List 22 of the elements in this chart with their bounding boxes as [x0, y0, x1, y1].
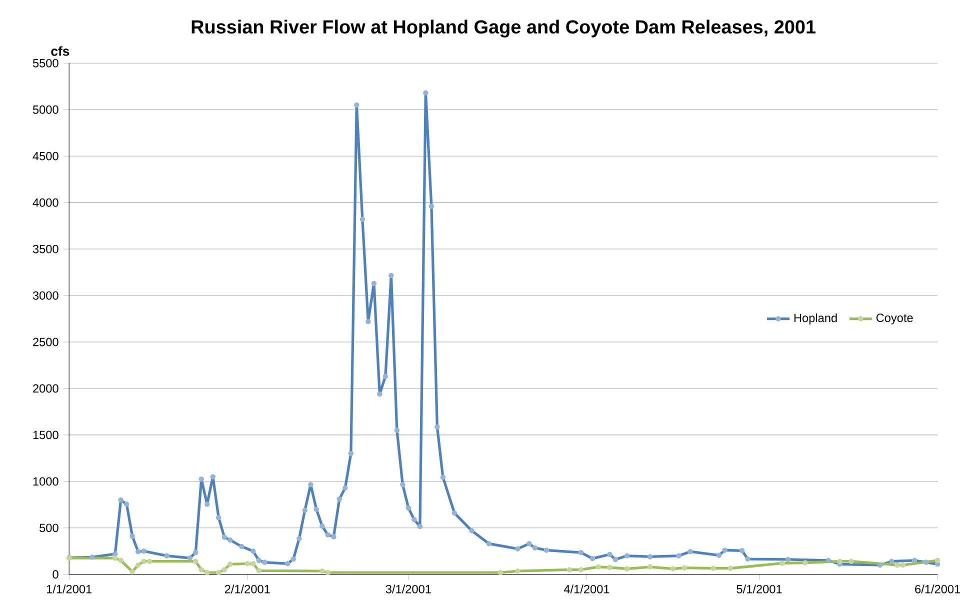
- y-tick-label: 4000: [32, 198, 58, 207]
- x-tick-label: 2/1/2001: [224, 584, 270, 594]
- y-tick-label: 4500: [32, 152, 58, 160]
- y-tick-label: 5500: [32, 58, 58, 68]
- x-tick-label: 5/1/2001: [736, 584, 782, 594]
- legend-label: Hopland: [794, 314, 837, 325]
- x-tick-label: 6/1/2001: [915, 584, 960, 594]
- y-tick-label: 0: [52, 570, 58, 579]
- y-tick-label: 2500: [33, 338, 58, 346]
- x-tick-label: 4/1/2001: [564, 584, 610, 594]
- y-tick-label: 5000: [32, 105, 58, 114]
- x-tick-label: 3/1/2001: [386, 584, 431, 594]
- y-tick-label: 1500: [33, 430, 58, 440]
- y-tick-label: 3500: [32, 244, 58, 254]
- chart-title: Russian River Flow at Hopland Gage and Coyote Dam Releases, 2001: [192, 20, 816, 38]
- legend-label: Coyote: [876, 314, 913, 324]
- y-tick-label: 1000: [33, 477, 58, 486]
- y-tick-label: 2000: [33, 384, 58, 393]
- y-axis-title: cfs: [51, 46, 70, 56]
- y-tick-label: 500: [40, 524, 58, 532]
- y-tick-label: 3000: [32, 291, 58, 300]
- x-tick-label: 1/1/2001: [46, 584, 92, 594]
